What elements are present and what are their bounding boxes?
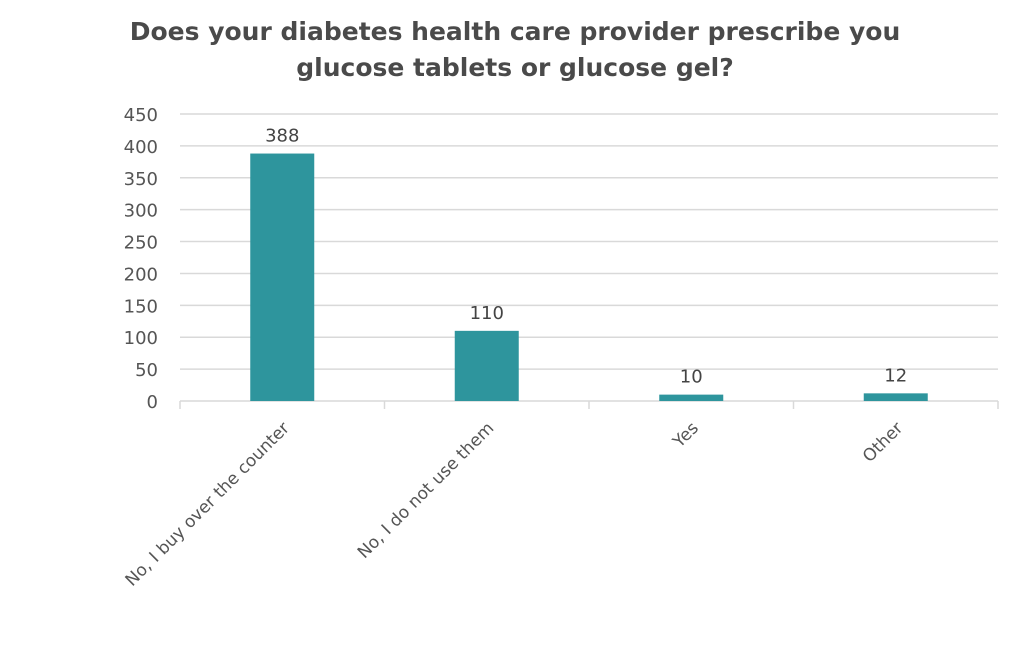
y-tick-label: 150 <box>124 296 158 317</box>
bar <box>454 330 519 401</box>
data-label: 388 <box>265 126 299 147</box>
chart-title-line-1: Does your diabetes health care provider … <box>130 17 901 46</box>
y-tick-label: 100 <box>124 328 158 349</box>
x-tick-label: Other <box>859 418 907 466</box>
x-tick-label: No, I buy over the counter <box>122 418 294 590</box>
y-tick-label: 300 <box>124 201 158 222</box>
y-tick-label: 200 <box>124 264 158 285</box>
x-axis-labels: No, I buy over the counter No, I do not u… <box>122 418 908 590</box>
data-label: 110 <box>470 303 504 324</box>
y-tick-label: 400 <box>124 137 158 158</box>
bar <box>659 394 724 401</box>
bar <box>863 393 928 401</box>
data-label: 12 <box>884 365 907 386</box>
bars <box>250 153 928 401</box>
x-tick-label: No, I do not use them <box>354 418 498 562</box>
x-axis <box>179 400 999 409</box>
y-tick-label: 450 <box>124 105 158 126</box>
data-labels: 388 110 10 12 <box>265 126 907 388</box>
bar <box>250 153 315 401</box>
x-tick-label: Yes <box>669 418 703 452</box>
y-tick-label: 350 <box>124 169 158 190</box>
y-tick-label: 50 <box>135 360 158 381</box>
y-tick-label: 0 <box>147 392 158 413</box>
y-axis-ticks: 0 50 100 150 200 250 300 350 400 450 <box>124 105 158 413</box>
y-tick-label: 250 <box>124 233 158 254</box>
chart-title-line-2: glucose tablets or glucose gel? <box>296 53 734 82</box>
data-label: 10 <box>680 367 703 388</box>
gridlines <box>180 113 998 370</box>
